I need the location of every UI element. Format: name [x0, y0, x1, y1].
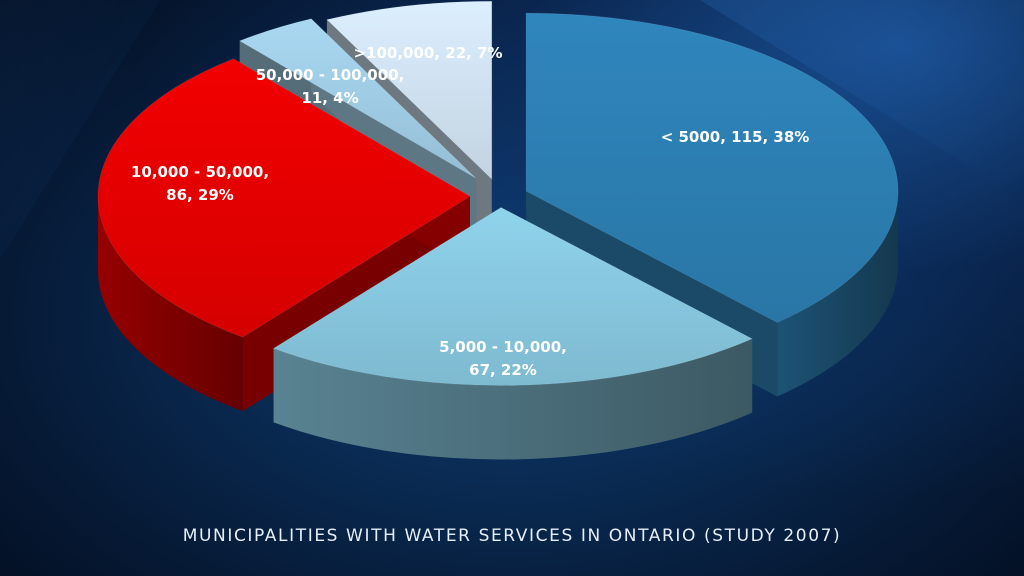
slice-label-line: 50,000 - 100,000, — [256, 66, 405, 84]
slice-data-label: < 5000, 115, 38% — [661, 128, 810, 146]
slice-data-label: >100,000, 22, 7% — [353, 44, 502, 62]
pie-slice-top — [238, 18, 477, 179]
slice-label-line: < 5000, 115, 38% — [661, 128, 810, 146]
pie-slice-top — [525, 12, 899, 324]
pie-slice-rim — [273, 338, 753, 460]
chart-title: MUNICIPALITIES WITH WATER SERVICES IN ON… — [182, 526, 842, 546]
pie-slice-top — [272, 206, 754, 386]
slice-label-line: 11, 4% — [301, 89, 358, 107]
slice-label-line: 86, 29% — [166, 186, 234, 204]
slice-data-label: 5,000 - 10,000, 67, 22% — [439, 338, 567, 379]
slice-label-line: 5,000 - 10,000, — [439, 338, 567, 356]
pie-slice-top — [325, 0, 493, 181]
pie-slice-top — [97, 58, 471, 338]
pie-slice-rim — [777, 191, 899, 397]
pie-slice-rim — [98, 196, 243, 412]
slice-data-label: 10,000 - 50,000, 86, 29% — [131, 163, 269, 204]
pie-slice-5-000-10-000 — [272, 206, 754, 460]
slice-label-line: 10,000 - 50,000, — [131, 163, 269, 181]
slice-label-line: >100,000, 22, 7% — [353, 44, 502, 62]
slice-data-label: 50,000 - 100,000, 11, 4% — [256, 66, 405, 107]
slice-label-line: 67, 22% — [469, 361, 537, 379]
